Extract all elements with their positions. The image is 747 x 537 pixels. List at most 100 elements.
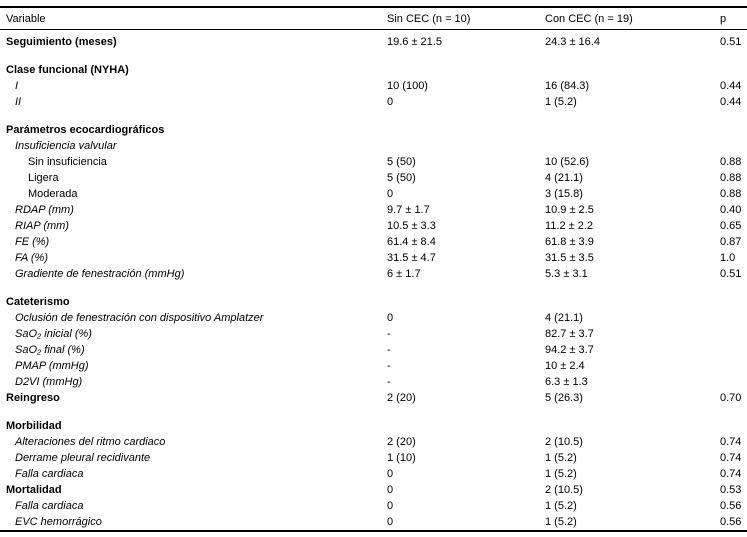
row-con-cec-value: 10.9 ± 2.5 <box>545 204 594 216</box>
row-con-cec-value: 24.3 ± 16.4 <box>545 36 600 48</box>
row-p-value: 0.44 <box>720 96 742 108</box>
row-con-cec-value: 31.5 ± 3.5 <box>545 252 594 264</box>
row-sin-cec-value: 5 (50) <box>387 156 416 168</box>
table-row: Morbilidad <box>0 418 747 434</box>
row-sin-cec-value: 0 <box>387 96 394 108</box>
table-row: EVC hemorrágico 0 1 (5.2) 0.56 <box>0 514 747 530</box>
row-variable-label: Ligera <box>28 172 59 184</box>
table-row: Moderada 0 3 (15.8) 0.88 <box>0 186 747 202</box>
row-p-value: 0.51 <box>720 268 742 280</box>
row-p-value: 0.56 <box>720 500 742 512</box>
row-sin-cec-value: 10.5 ± 3.3 <box>387 220 436 232</box>
row-sin-cec-value: 2 (20) <box>387 392 416 404</box>
table-bottom-rule <box>0 530 747 532</box>
row-sin-cec-value: 0 <box>387 516 394 528</box>
table-row: SaO₂ final (%) - 94.2 ± 3.7 <box>0 342 747 358</box>
row-con-cec-value: 10 (52.6) <box>545 156 590 168</box>
row-variable-label: Cateterismo <box>6 296 70 308</box>
row-variable-label: Alteraciones del ritmo cardiaco <box>15 436 166 448</box>
row-p-value: 0.40 <box>720 204 742 216</box>
row-p-value: 0.88 <box>720 188 742 200</box>
table-row: I 10 (100) 16 (84.3) 0.44 <box>0 78 747 94</box>
row-con-cec-value: 1 (5.2) <box>545 516 577 528</box>
row-sin-cec-value: 0 <box>387 484 394 496</box>
row-sin-cec-value: 19.6 ± 21.5 <box>387 36 442 48</box>
row-p-value: 0.88 <box>720 172 742 184</box>
row-p-value: 0.65 <box>720 220 742 232</box>
row-variable-label: Morbilidad <box>6 420 62 432</box>
row-variable-label: Seguimiento (meses) <box>6 36 117 48</box>
table-top-rule <box>0 6 747 8</box>
row-con-cec-value: 82.7 ± 3.7 <box>545 328 594 340</box>
row-variable-label: Reingreso <box>6 392 60 404</box>
table-header-row: Variable Sin CEC (n = 10) Con CEC (n = 1… <box>0 8 747 29</box>
table-row: Falla cardiaca 0 1 (5.2) 0.74 <box>0 466 747 482</box>
row-variable-label: D2VI (mmHg) <box>15 376 83 388</box>
row-sin-cec-value: 2 (20) <box>387 436 416 448</box>
table-row: Derrame pleural recidivante 1 (10) 1 (5.… <box>0 450 747 466</box>
table-row: RIAP (mm) 10.5 ± 3.3 11.2 ± 2.2 0.65 <box>0 218 747 234</box>
row-con-cec-value: 94.2 ± 3.7 <box>545 344 594 356</box>
table-row: Oclusión de fenestración con dispositivo… <box>0 310 747 326</box>
row-sin-cec-value: 10 (100) <box>387 80 428 92</box>
row-con-cec-value: 5 (26.3) <box>545 392 583 404</box>
row-sin-cec-value: 6 ± 1.7 <box>387 268 421 280</box>
table-row: FA (%) 31.5 ± 4.7 31.5 ± 3.5 1.0 <box>0 250 747 266</box>
table-row: Ligera 5 (50) 4 (21.1) 0.88 <box>0 170 747 186</box>
row-variable-label: Sin insuficiencia <box>28 156 107 168</box>
row-variable-label: Gradiente de fenestración (mmHg) <box>15 268 185 280</box>
row-variable-label: Mortalidad <box>6 484 62 496</box>
row-p-value: 0.51 <box>720 36 742 48</box>
row-variable-label: RIAP (mm) <box>15 220 69 232</box>
table-row: Sin insuficiencia 5 (50) 10 (52.6) 0.88 <box>0 154 747 170</box>
row-sin-cec-value: 1 (10) <box>387 452 416 464</box>
table-row: Clase funcional (NYHA) <box>0 62 747 78</box>
table-row: RDAP (mm) 9.7 ± 1.7 10.9 ± 2.5 0.40 <box>0 202 747 218</box>
row-sin-cec-value: 5 (50) <box>387 172 416 184</box>
row-con-cec-value: 3 (15.8) <box>545 188 583 200</box>
table-row: Seguimiento (meses) 19.6 ± 21.5 24.3 ± 1… <box>0 34 747 50</box>
row-variable-label: SaO₂ final (%) <box>15 344 85 356</box>
row-p-value: 0.74 <box>720 452 742 464</box>
row-sin-cec-value: - <box>387 360 391 372</box>
row-sin-cec-value: 61.4 ± 8.4 <box>387 236 436 248</box>
row-p-value: 0.74 <box>720 468 742 480</box>
row-sin-cec-value: 0 <box>387 188 394 200</box>
row-con-cec-value: 1 (5.2) <box>545 500 577 512</box>
row-con-cec-value: 1 (5.2) <box>545 96 577 108</box>
row-variable-label: EVC hemorrágico <box>15 516 102 528</box>
row-p-value: 0.74 <box>720 436 742 448</box>
table-body: Seguimiento (meses) 19.6 ± 21.5 24.3 ± 1… <box>0 30 747 530</box>
row-con-cec-value: 4 (21.1) <box>545 312 583 324</box>
row-variable-label: FE (%) <box>15 236 50 248</box>
row-variable-label: II <box>15 96 22 108</box>
row-variable-label: Insuficiencia valvular <box>15 140 117 152</box>
row-con-cec-value: 5.3 ± 3.1 <box>545 268 588 280</box>
row-sin-cec-value: 9.7 ± 1.7 <box>387 204 430 216</box>
row-variable-label: SaO₂ inicial (%) <box>15 328 92 340</box>
table-row: II 0 1 (5.2) 0.44 <box>0 94 747 110</box>
row-sin-cec-value: - <box>387 344 391 356</box>
row-p-value: 0.87 <box>720 236 742 248</box>
row-p-value: 0.56 <box>720 516 742 528</box>
table-row: D2VI (mmHg) - 6.3 ± 1.3 <box>0 374 747 390</box>
row-con-cec-value: 10 ± 2.4 <box>545 360 585 372</box>
row-p-value: 0.53 <box>720 484 742 496</box>
table-row: Falla cardiaca 0 1 (5.2) 0.56 <box>0 498 747 514</box>
table-row: Alteraciones del ritmo cardiaco 2 (20) 2… <box>0 434 747 450</box>
row-sin-cec-value: 0 <box>387 468 394 480</box>
row-sin-cec-value: 31.5 ± 4.7 <box>387 252 436 264</box>
row-variable-label: Derrame pleural recidivante <box>15 452 151 464</box>
row-sin-cec-value: - <box>387 376 391 388</box>
row-sin-cec-value: 0 <box>387 312 394 324</box>
column-header-sin-cec: Sin CEC (n = 10) <box>387 12 471 25</box>
row-con-cec-value: 61.8 ± 3.9 <box>545 236 594 248</box>
table-row: FE (%) 61.4 ± 8.4 61.8 ± 3.9 0.87 <box>0 234 747 250</box>
row-variable-label: Oclusión de fenestración con dispositivo… <box>15 312 264 324</box>
row-variable-label: Falla cardiaca <box>15 468 84 480</box>
row-variable-label: Clase funcional (NYHA) <box>6 64 129 76</box>
table-row: Mortalidad 0 2 (10.5) 0.53 <box>0 482 747 498</box>
row-variable-label: RDAP (mm) <box>15 204 74 216</box>
row-p-value: 0.70 <box>720 392 742 404</box>
